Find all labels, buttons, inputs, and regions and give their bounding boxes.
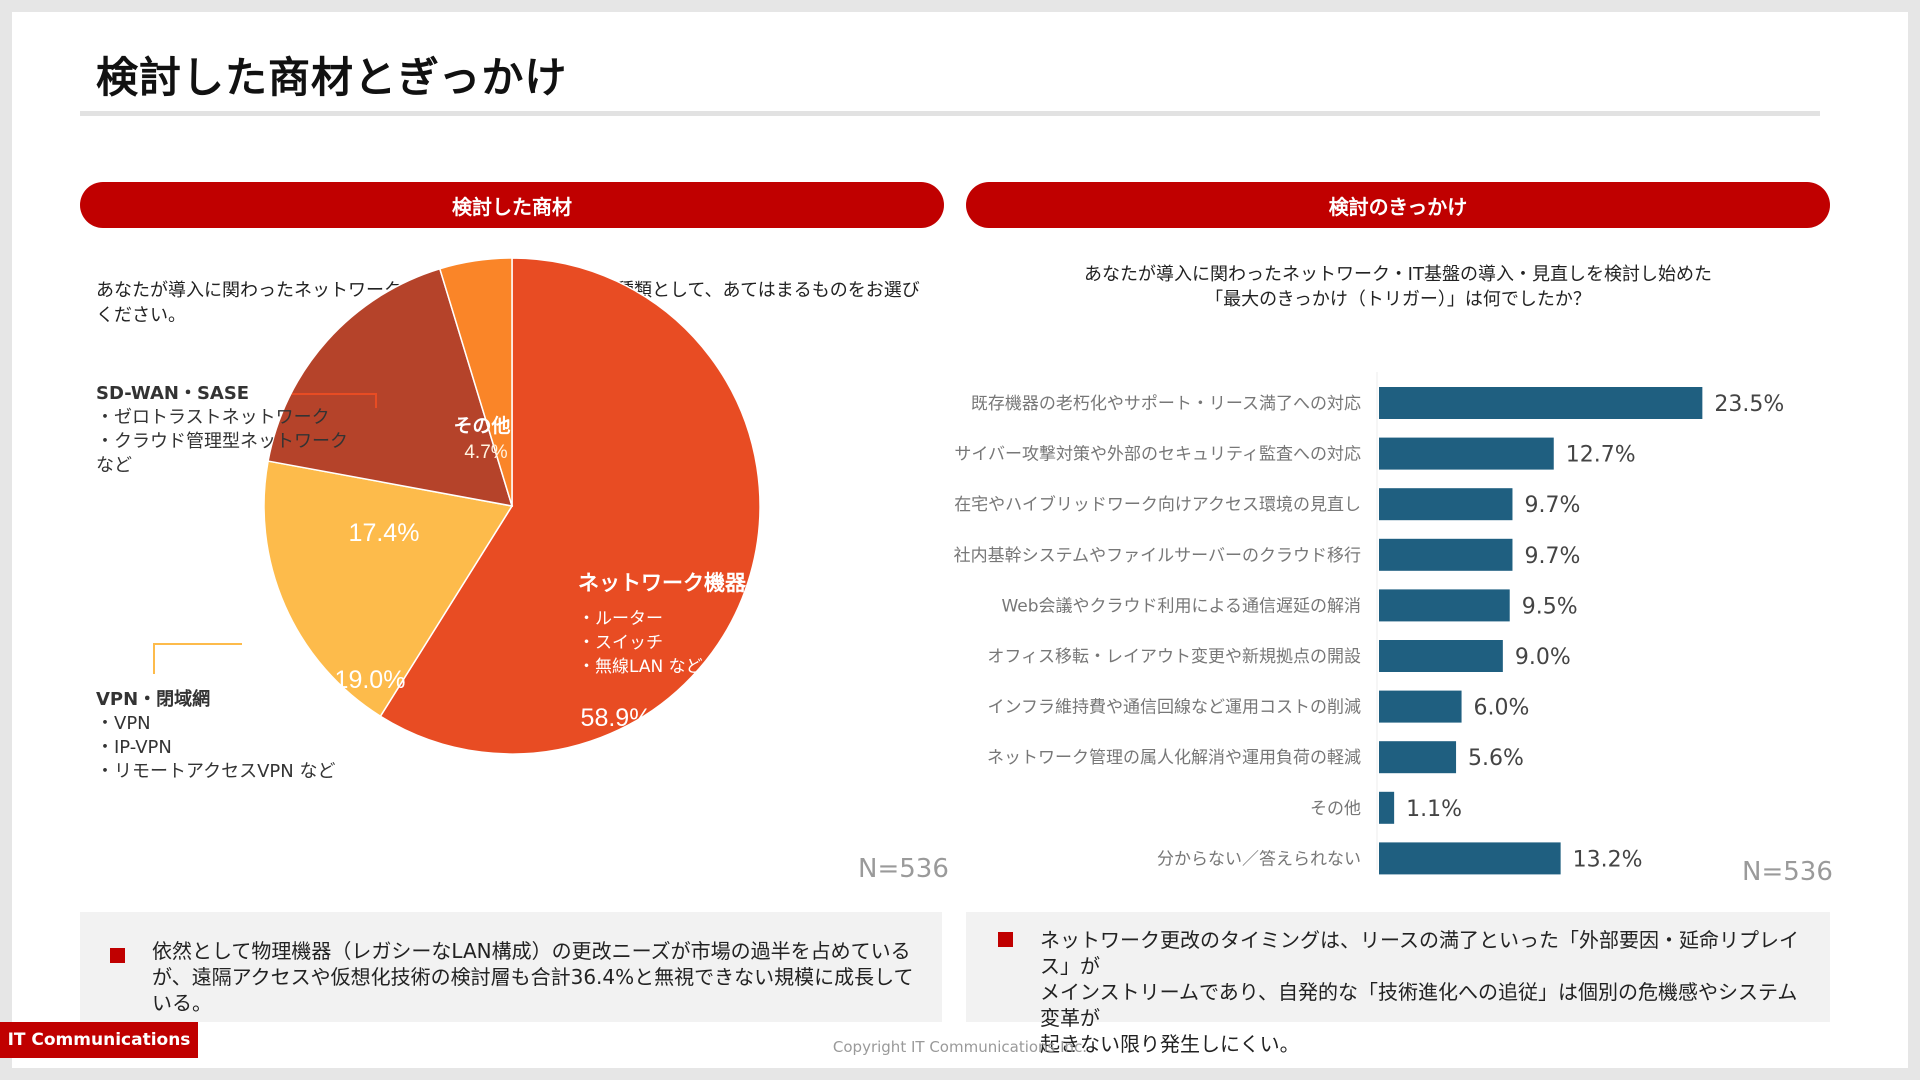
right-sample-size: N=536 bbox=[1742, 857, 1833, 887]
left-summary-box: 依然として物理機器（レガシーなLAN構成）の更改ニーズが市場の過半を占めているが… bbox=[80, 912, 942, 1022]
footer-brand-badge: IT Communications bbox=[0, 1022, 198, 1058]
pie-callout-line: ・スイッチ bbox=[578, 633, 663, 653]
right-summary-line: 起きない限り発生しにくい。 bbox=[1040, 1032, 1300, 1056]
bar bbox=[1379, 387, 1703, 419]
right-panel-header: 検討のきっかけ bbox=[966, 182, 1830, 228]
vpn-callout-line1: ・VPN bbox=[96, 713, 151, 734]
square-bullet-icon bbox=[110, 948, 125, 963]
bar-value-label: 9.5% bbox=[1522, 594, 1578, 619]
bar bbox=[1379, 488, 1513, 521]
bar-value-label: 1.1% bbox=[1406, 797, 1462, 822]
vpn-callout-line bbox=[153, 643, 242, 674]
bar-category-label: 分からない／答えられない bbox=[1157, 849, 1361, 869]
bar-value-label: 5.6% bbox=[1468, 746, 1524, 771]
sdwan-callout: SD-WAN・SASE ・ゼロトラストネットワーク ・クラウド管理型ネットワーク… bbox=[96, 382, 348, 478]
right-summary-line: ネットワーク更改のタイミングは、リースの満了といった「外部要因・延命リプレイス」… bbox=[1040, 928, 1799, 978]
copyright: Copyright IT Communications Inc. bbox=[832, 1038, 1088, 1056]
pie-callout-line: ・ルーター bbox=[578, 609, 663, 629]
pie-slice bbox=[379, 257, 761, 755]
sdwan-callout-line3: など bbox=[96, 455, 132, 476]
slide: 検討した商材とぎっかけ 検討した商材 検討のきっかけ あなたが導入に関わったネッ… bbox=[12, 12, 1908, 1068]
bar-value-label: 9.0% bbox=[1515, 645, 1571, 670]
bar bbox=[1379, 640, 1503, 672]
bar-category-label: 在宅やハイブリッドワーク向けアクセス環境の見直し bbox=[954, 494, 1361, 515]
square-bullet-icon bbox=[998, 932, 1013, 947]
bar-value-label: 23.5% bbox=[1714, 392, 1784, 417]
pie-chart: 58.9% 19.0% 17.4% 4.7% その他ネットワーク機器・ルーター・スイッチ… bbox=[263, 257, 761, 755]
pie-category-label: その他 bbox=[453, 414, 510, 437]
bar-value-label: 9.7% bbox=[1524, 544, 1580, 569]
sdwan-callout-line2: ・クラウド管理型ネットワーク bbox=[96, 431, 348, 452]
pie-value-label: 58.9% bbox=[581, 704, 652, 732]
pie-category-label: ネットワーク機器 bbox=[578, 571, 747, 595]
vpn-callout-line3: ・リモートアクセスVPN など bbox=[96, 761, 336, 782]
bar-category-label: ネットワーク管理の属人化解消や運用負荷の軽減 bbox=[987, 748, 1361, 768]
bar bbox=[1379, 538, 1513, 571]
bar-category-label: インフラ維持費や通信回線など運用コストの削減 bbox=[988, 698, 1362, 718]
right-summary-line: メインストリームであり、自発的な「技術進化への追従」は個別の危機感やシステム変革… bbox=[1040, 980, 1798, 1030]
left-sample-size: N=536 bbox=[858, 854, 949, 884]
right-summary-box: ネットワーク更改のタイミングは、リースの満了といった「外部要因・延命リプレイス」… bbox=[966, 912, 1830, 1056]
bar-category-label: 社内基幹システムやファイルサーバーのクラウド移行 bbox=[954, 545, 1361, 566]
sdwan-callout-line1: ・ゼロトラストネットワーク bbox=[96, 407, 330, 428]
bar-chart: 既存機器の老朽化やサポート・リース満了への対応 23.5% サイバー攻撃対策や外部の… bbox=[954, 372, 1784, 875]
vpn-callout-line2: ・IP-VPN bbox=[96, 737, 172, 758]
bar bbox=[1379, 437, 1554, 470]
charts-canvas: 58.9%19.0%17.4%4.7%その他ネットワーク機器・ルーター・スイッチ… bbox=[153, 257, 1784, 875]
bar bbox=[1379, 690, 1462, 723]
vpn-callout: VPN・閉域網 ・VPN ・IP-VPN ・リモートアクセスVPN など bbox=[96, 688, 335, 784]
pie-value-label: 19.0% bbox=[335, 666, 406, 694]
left-panel-header: 検討した商材 bbox=[80, 182, 944, 228]
title-divider bbox=[80, 111, 1820, 116]
left-summary-text: 依然として物理機器（レガシーなLAN構成）の更改ニーズが市場の過半を占めているが… bbox=[152, 939, 914, 1015]
bar-category-label: サイバー攻撃対策や外部のセキュリティ監査への対応 bbox=[954, 445, 1361, 465]
bar bbox=[1379, 842, 1561, 875]
bar-value-label: 13.2% bbox=[1573, 847, 1643, 872]
page-title: 検討した商材とぎっかけ bbox=[96, 53, 568, 102]
vpn-callout-title: VPN・閉域網 bbox=[96, 689, 211, 710]
bar-value-label: 6.0% bbox=[1474, 696, 1530, 721]
bar bbox=[1379, 589, 1510, 622]
bar-value-label: 12.7% bbox=[1566, 443, 1636, 468]
bar-category-label: 既存機器の老朽化やサポート・リース満了への対応 bbox=[971, 394, 1361, 414]
right-question-line: 「最大のきっかけ（トリガー）」は何でしたか？ bbox=[1205, 289, 1591, 310]
pie-value-label: 17.4% bbox=[349, 519, 420, 547]
bar-category-label: Web会議やクラウド利用による通信遅延の解消 bbox=[1001, 596, 1361, 616]
pie-value-label: 4.7% bbox=[464, 442, 507, 463]
pie-callout-line: ・無線LAN など bbox=[578, 657, 703, 677]
left-question: あなたが導入に関わったネットワーク・IT基盤の具体的な商材の種類として、あてはま… bbox=[96, 280, 920, 326]
bar bbox=[1379, 741, 1457, 774]
sdwan-callout-title: SD-WAN・SASE bbox=[96, 383, 250, 404]
bar-category-label: オフィス移転・レイアウト変更や新規拠点の開設 bbox=[987, 647, 1361, 667]
right-question-line: あなたが導入に関わったネットワーク・IT基盤の導入・見直しを検討し始めた bbox=[1084, 264, 1712, 285]
bar-value-label: 9.7% bbox=[1524, 493, 1580, 518]
right-summary-text: ネットワーク更改のタイミングは、リースの満了といった「外部要因・延命リプレイス」… bbox=[1040, 927, 1810, 1057]
bar bbox=[1379, 791, 1395, 824]
bar-category-label: その他 bbox=[1310, 799, 1361, 819]
pie-slice bbox=[263, 460, 514, 718]
right-question: あなたが導入に関わったネットワーク・IT基盤の導入・見直しを検討し始めた 「最大… bbox=[966, 262, 1830, 312]
